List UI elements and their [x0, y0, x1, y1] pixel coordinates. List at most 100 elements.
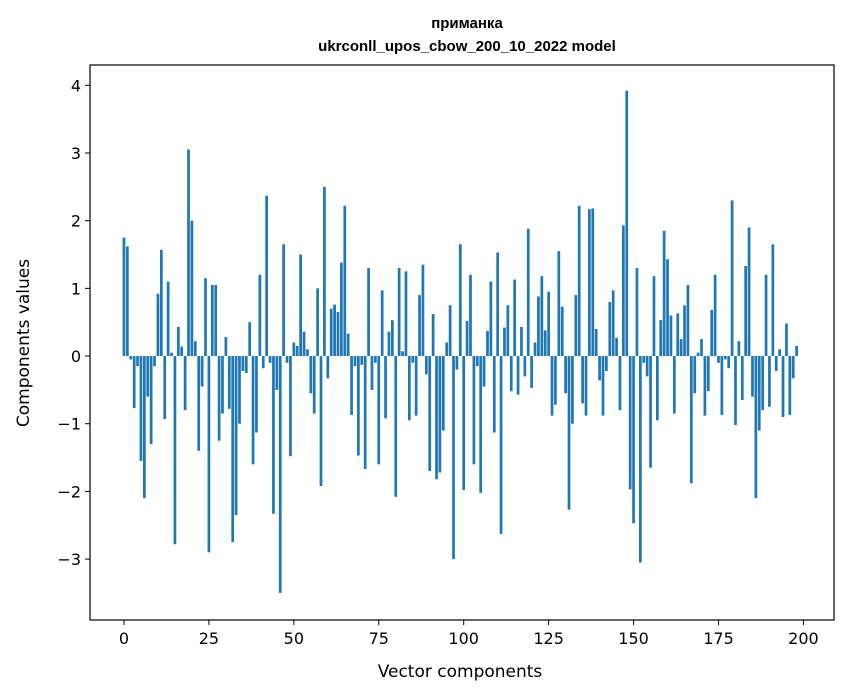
bar-component-82 [401, 351, 404, 357]
bar-component-158 [659, 320, 663, 357]
bar-component-59 [323, 186, 326, 357]
bar-component-43 [268, 356, 272, 363]
bar-component-48 [285, 356, 289, 363]
bar-component-117 [520, 326, 523, 357]
bar-component-94 [441, 356, 445, 431]
x-tick-label: 0 [119, 629, 129, 648]
bar-component-34 [238, 356, 241, 424]
y-tick-label: −3 [57, 550, 81, 569]
bar-component-162 [672, 356, 676, 414]
bar-component-192 [774, 356, 778, 371]
bar-component-96 [448, 305, 452, 357]
bar-component-36 [244, 356, 248, 373]
bar-component-146 [618, 356, 622, 411]
bar-component-93 [438, 356, 442, 473]
bar-component-56 [312, 356, 316, 414]
bar-component-171 [703, 356, 707, 416]
bar-component-175 [717, 356, 720, 363]
bar-component-100 [462, 356, 466, 491]
bar-component-25 [207, 356, 211, 553]
bar-component-69 [357, 356, 360, 456]
bar-component-163 [676, 313, 680, 357]
bar-component-90 [428, 356, 432, 472]
bar-component-42 [265, 195, 269, 357]
bar-component-120 [530, 356, 533, 388]
bar-component-16 [176, 326, 180, 357]
bar-component-161 [669, 315, 673, 357]
x-tick-label: 125 [533, 629, 564, 648]
bar-component-177 [723, 356, 727, 360]
bar-component-1 [126, 246, 129, 357]
bar-component-104 [475, 356, 479, 367]
bar-component-92 [435, 356, 438, 480]
bar-component-143 [608, 301, 612, 357]
bar-component-153 [642, 356, 646, 363]
chart-subtitle: ukrconll_upos_cbow_200_10_2022 model [318, 38, 616, 55]
x-axis-ticks: 0 25 50 75 100 125 150 175 200 [119, 620, 819, 648]
bar-component-87 [418, 295, 421, 357]
bar-component-62 [333, 304, 336, 357]
y-tick-label: 2 [71, 212, 81, 231]
bar-component-176 [720, 356, 724, 415]
bar-component-73 [370, 356, 374, 390]
bar-component-101 [465, 320, 469, 357]
bar-component-89 [424, 356, 428, 375]
x-tick-label: 200 [788, 629, 819, 648]
bar-component-118 [523, 356, 527, 377]
bar-component-52 [299, 254, 302, 357]
bar-component-83 [404, 271, 408, 357]
bar-component-49 [289, 356, 292, 457]
x-tick-label: 50 [284, 629, 304, 648]
bar-component-37 [248, 322, 252, 357]
bar-component-133 [574, 295, 578, 357]
bar-component-10 [156, 293, 160, 357]
bar-component-38 [251, 356, 255, 465]
bar-component-75 [377, 356, 381, 465]
y-tick-label: 1 [71, 279, 81, 298]
bar-component-88 [421, 264, 425, 357]
bar-component-182 [740, 356, 744, 401]
bar-component-134 [577, 205, 581, 357]
bar-component-189 [764, 274, 768, 357]
bar-component-196 [788, 356, 792, 415]
bar-component-122 [537, 296, 540, 357]
bar-component-26 [210, 284, 214, 357]
bar-component-95 [445, 342, 449, 357]
bar-component-125 [547, 291, 550, 357]
bar-component-156 [652, 276, 656, 357]
bar-component-159 [662, 230, 666, 357]
bar-component-65 [343, 205, 347, 357]
bar-component-167 [689, 356, 693, 484]
bar-component-53 [302, 331, 306, 357]
bar-component-50 [292, 342, 296, 357]
bar-component-145 [615, 337, 618, 357]
bar-component-64 [340, 262, 343, 357]
bar-component-23 [200, 356, 204, 387]
bar-component-2 [129, 356, 133, 360]
bar-component-45 [275, 356, 279, 390]
bar-component-119 [526, 228, 530, 357]
bar-component-80 [394, 356, 398, 497]
bar-component-5 [139, 356, 143, 461]
bar-component-107 [486, 330, 489, 357]
bar-component-47 [282, 244, 285, 357]
bar-component-31 [227, 356, 231, 409]
bar-component-170 [700, 339, 703, 357]
bar-component-41 [261, 356, 265, 369]
bar-component-173 [710, 310, 714, 357]
bar-component-141 [601, 356, 605, 416]
x-axis-label: Vector components [378, 662, 543, 682]
bar-component-86 [414, 356, 418, 416]
bar-component-81 [397, 268, 401, 357]
bar-component-11 [159, 249, 163, 357]
bar-component-44 [272, 356, 275, 514]
bar-component-198 [795, 345, 798, 357]
bar-component-165 [683, 305, 686, 357]
bar-component-130 [564, 356, 567, 394]
bar-component-114 [509, 356, 513, 392]
bar-component-40 [258, 274, 262, 357]
bar-component-190 [768, 356, 771, 407]
bar-component-3 [132, 356, 136, 409]
bar-component-185 [751, 356, 754, 397]
